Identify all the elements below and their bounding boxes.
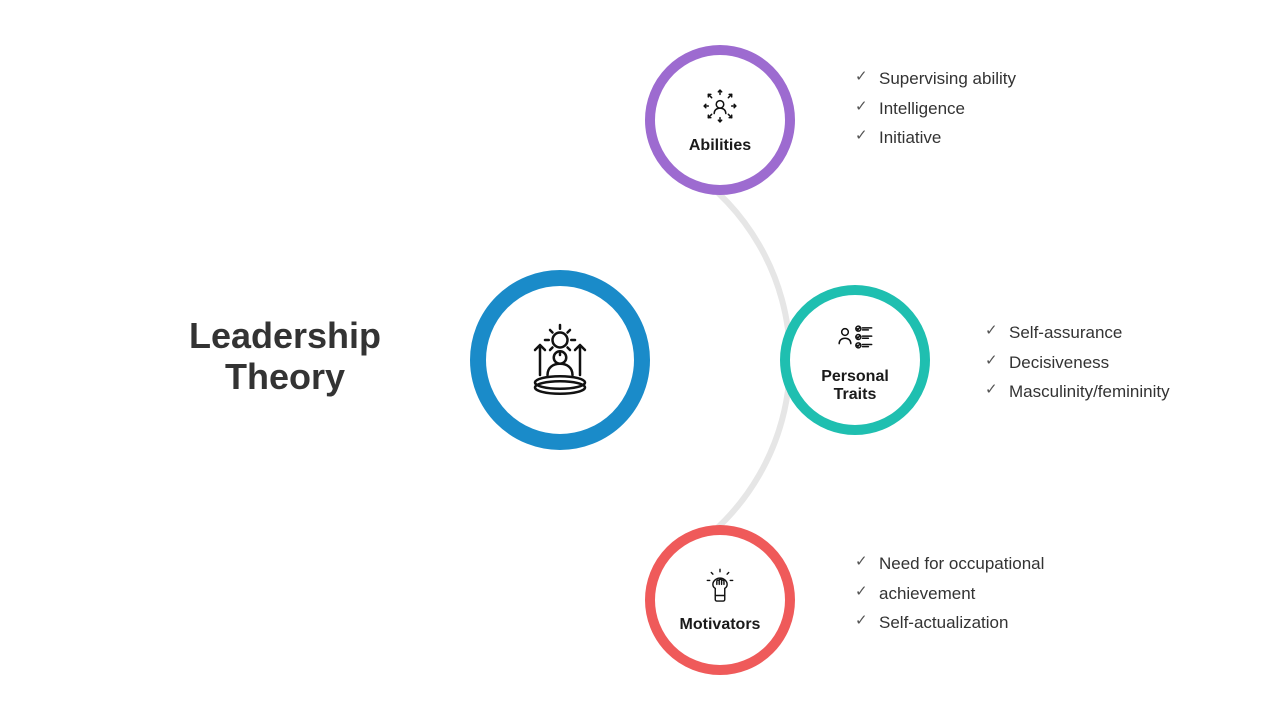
check-icon: ✓: [855, 581, 869, 604]
bullet-text: Decisiveness: [1009, 350, 1109, 376]
leader-center-icon: [520, 320, 600, 400]
check-icon: ✓: [855, 66, 869, 89]
check-icon: ✓: [855, 96, 869, 119]
bullet-item: ✓ Supervising ability: [855, 66, 1016, 92]
bullet-text: Masculinity/femininity: [1009, 379, 1170, 405]
network-person-icon: [700, 86, 740, 131]
bullet-text: achievement: [879, 581, 975, 607]
node-label-motivators: Motivators: [680, 616, 761, 634]
bullet-text: Intelligence: [879, 96, 965, 122]
check-icon: ✓: [855, 610, 869, 633]
check-icon: ✓: [855, 551, 869, 574]
node-circle-personal-traits: PersonalTraits: [780, 285, 930, 435]
bullet-item: ✓ achievement: [855, 581, 1044, 607]
bullets-abilities: ✓ Supervising ability ✓ Intelligence ✓ Initia…: [855, 62, 1016, 155]
bullet-text: Self-actualization: [879, 610, 1008, 636]
node-label-abilities: Abilities: [689, 137, 751, 155]
bullets-motivators: ✓ Need for occupational ✓ achievement ✓ Self-…: [855, 547, 1044, 640]
bullet-item: ✓ Self-assurance: [985, 320, 1170, 346]
traits-checklist-icon: [835, 317, 875, 362]
check-icon: ✓: [985, 320, 999, 343]
bullet-item: ✓ Need for occupational: [855, 551, 1044, 577]
node-label-personal-traits: PersonalTraits: [821, 368, 889, 403]
page-title: LeadershipTheory: [135, 315, 435, 398]
bullet-item: ✓ Masculinity/femininity: [985, 379, 1170, 405]
bullet-text: Supervising ability: [879, 66, 1016, 92]
check-icon: ✓: [985, 350, 999, 373]
center-circle: [470, 270, 650, 450]
diagram-stage: LeadershipTheory Abilities ✓ Supervising a…: [0, 0, 1280, 720]
check-icon: ✓: [985, 379, 999, 402]
bullet-text: Initiative: [879, 125, 941, 151]
bullet-item: ✓ Intelligence: [855, 96, 1016, 122]
node-circle-motivators: Motivators: [645, 525, 795, 675]
check-icon: ✓: [855, 125, 869, 148]
fist-idea-icon: [701, 567, 739, 610]
bullet-item: ✓ Decisiveness: [985, 350, 1170, 376]
bullet-item: ✓ Initiative: [855, 125, 1016, 151]
node-circle-abilities: Abilities: [645, 45, 795, 195]
bullet-item: ✓ Self-actualization: [855, 610, 1044, 636]
bullets-personal-traits: ✓ Self-assurance ✓ Decisiveness ✓ Masculinity…: [985, 316, 1170, 409]
bullet-text: Need for occupational: [879, 551, 1044, 577]
bullet-text: Self-assurance: [1009, 320, 1122, 346]
